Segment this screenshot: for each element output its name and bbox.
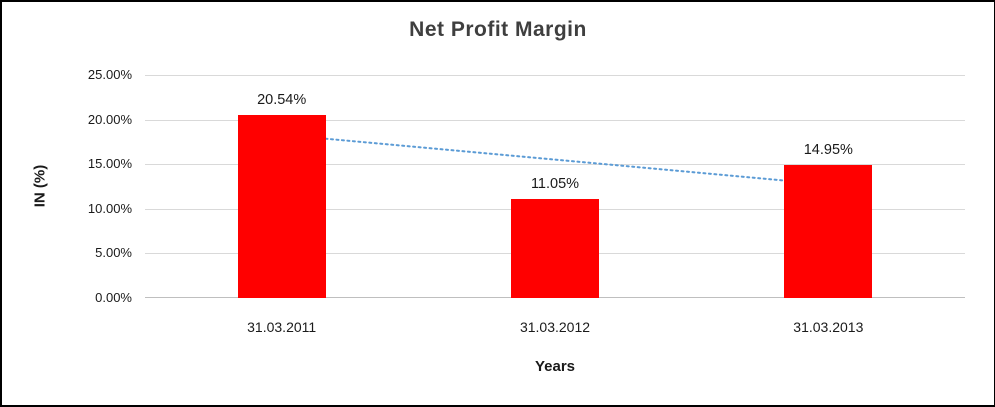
x-tick-label: 31.03.2011 <box>247 319 317 335</box>
plot-area: 20.54% 11.05% 14.95% <box>145 75 965 298</box>
bar <box>511 199 599 298</box>
trendline <box>280 133 830 186</box>
trendline-svg <box>280 133 830 186</box>
y-tick-label: 5.00% <box>95 245 132 261</box>
y-tick-label: 10.00% <box>87 200 132 216</box>
y-tick-label: 25.00% <box>87 67 132 82</box>
gridline <box>145 164 965 166</box>
x-tick-label: 31.03.2013 <box>793 319 864 335</box>
y-tick-label: 0.00% <box>95 290 132 305</box>
bar <box>237 114 326 298</box>
x-axis-ticks: 31.03.2011 31.03.2012 31.03.2013 <box>145 319 965 339</box>
y-tick-label: 15.00% <box>87 156 132 172</box>
x-tick-label: 31.03.2012 <box>519 319 591 335</box>
y-axis-ticks: 0.00% 5.00% 10.00% 15.00% 20.00% 25.00% <box>2 67 132 305</box>
data-value-label: 20.54% <box>257 91 307 108</box>
y-tick-label: 20.00% <box>87 111 132 127</box>
data-value-label: 14.95% <box>803 141 853 158</box>
data-value-label: 11.05% <box>530 176 580 193</box>
gridline <box>145 119 965 121</box>
bar <box>784 164 873 298</box>
gridline <box>145 75 965 76</box>
x-axis-title: Years <box>534 358 576 375</box>
chart-title: Net Profit Margin <box>409 18 587 41</box>
